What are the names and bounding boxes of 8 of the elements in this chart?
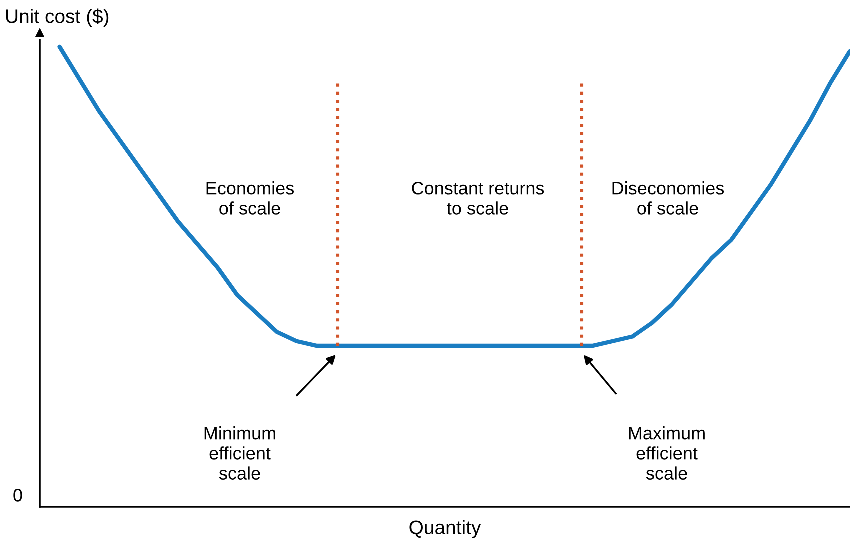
annotation: Constant returns to scale (412, 182, 544, 215)
annotation: Diseconomies of scale (612, 182, 724, 215)
y-axis-title: Unit cost ($) (6, 8, 109, 28)
text: 0 (14, 489, 22, 502)
annotation: Maximum efficient scale (629, 426, 705, 480)
annotation: Economies of scale (206, 182, 294, 215)
annotation: Minimum efficient scale (204, 426, 276, 480)
x-axis-title: Quantity (410, 520, 482, 538)
